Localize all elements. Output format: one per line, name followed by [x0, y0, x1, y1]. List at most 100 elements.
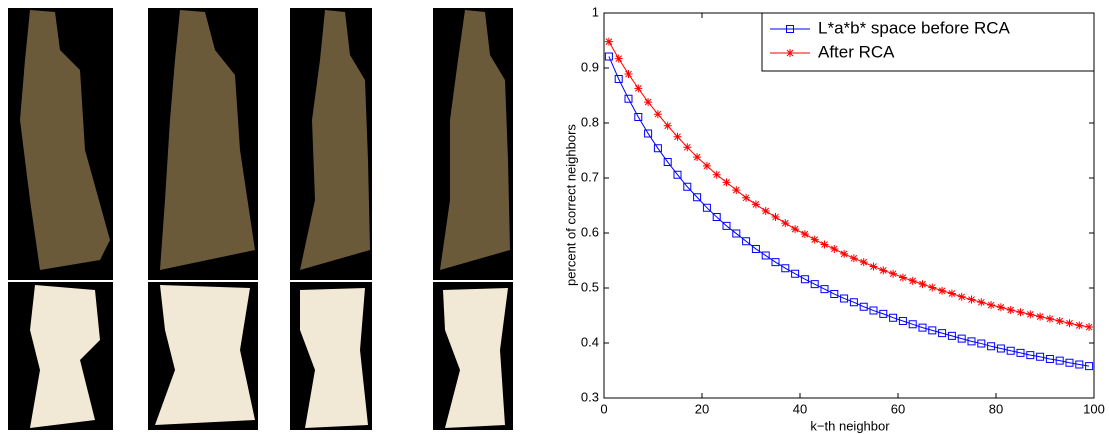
- marker: [928, 283, 937, 292]
- marker: [712, 170, 721, 179]
- marker: [663, 158, 672, 167]
- mask-shape: [30, 285, 100, 428]
- marker: [604, 52, 613, 61]
- marker: [1036, 352, 1045, 361]
- marker: [987, 342, 996, 351]
- marker: [908, 276, 917, 285]
- marker: [1006, 306, 1015, 314]
- person-shape: [440, 10, 510, 270]
- series-line: [608, 56, 1090, 367]
- y-tick-label: 0.3: [581, 389, 599, 404]
- marker: [702, 203, 711, 212]
- y-tick-label: 0.8: [581, 114, 599, 129]
- marker: [938, 286, 947, 295]
- marker: [810, 280, 819, 289]
- marker: [673, 132, 682, 141]
- x-tick-label: 40: [793, 401, 807, 416]
- marker: [644, 98, 653, 107]
- x-tick-label: 80: [989, 401, 1003, 416]
- legend-label: After RCA: [818, 42, 895, 61]
- marker: [879, 309, 888, 318]
- legend-label: L*a*b* space before RCA: [818, 18, 1011, 37]
- marker: [761, 251, 770, 260]
- marker: [1085, 323, 1094, 332]
- x-tick-label: 60: [891, 401, 905, 416]
- marker: [1075, 321, 1084, 330]
- person-shape: [300, 10, 370, 270]
- x-tick-label: 20: [695, 401, 709, 416]
- marker: [1065, 358, 1074, 367]
- marker: [908, 320, 917, 329]
- marker: [791, 269, 800, 278]
- marker: [898, 273, 907, 282]
- marker: [840, 294, 849, 303]
- marker: [849, 298, 858, 307]
- marker: [800, 230, 809, 239]
- person-shape: [20, 10, 110, 270]
- marker: [810, 235, 819, 244]
- marker: [869, 262, 878, 271]
- marker: [830, 244, 839, 253]
- y-tick-label: 1: [592, 4, 599, 19]
- marker: [761, 207, 770, 215]
- marker: [742, 193, 751, 202]
- marker: [977, 298, 986, 307]
- marker: [928, 326, 937, 335]
- marker: [1036, 312, 1045, 321]
- marker: [693, 193, 702, 202]
- legend-marker: [786, 49, 794, 57]
- marker: [830, 290, 839, 299]
- marker: [849, 254, 858, 263]
- x-axis-label: k−th neighbor: [810, 418, 890, 433]
- y-tick-label: 0.6: [581, 224, 599, 239]
- marker: [653, 144, 662, 153]
- y-tick-label: 0.9: [581, 59, 599, 74]
- legend-box: [761, 12, 1095, 72]
- marker: [771, 213, 780, 222]
- marker: [683, 143, 692, 152]
- y-tick-label: 0.7: [581, 169, 599, 184]
- x-tick-label: 100: [1083, 401, 1105, 416]
- marker: [683, 182, 692, 191]
- x-tick-label: 0: [600, 401, 607, 416]
- marker: [1055, 317, 1064, 325]
- marker: [1055, 356, 1064, 365]
- marker: [947, 289, 956, 298]
- marker: [634, 84, 643, 93]
- marker: [742, 237, 751, 246]
- person-shape: [160, 10, 255, 270]
- marker: [624, 70, 633, 79]
- marker: [604, 37, 613, 46]
- marker: [957, 334, 966, 343]
- marker: [869, 306, 878, 315]
- marker: [859, 258, 868, 267]
- marker: [957, 292, 966, 301]
- marker: [644, 129, 653, 138]
- marker: [1045, 314, 1054, 323]
- marker: [996, 344, 1005, 353]
- y-axis-label: percent of correct neighbors: [563, 124, 578, 286]
- marker: [859, 302, 868, 311]
- marker: [732, 229, 741, 238]
- marker: [918, 280, 927, 289]
- marker: [820, 240, 829, 249]
- marker: [653, 110, 662, 119]
- plot-area: [603, 12, 1095, 399]
- person-images: [8, 8, 513, 430]
- y-tick-label: 0.5: [581, 279, 599, 294]
- marker: [781, 264, 790, 273]
- mask-shape: [300, 288, 368, 428]
- marker: [634, 112, 643, 121]
- marker: [840, 249, 849, 258]
- mask-shape: [155, 285, 255, 425]
- marker: [751, 200, 760, 209]
- marker: [722, 178, 731, 187]
- marker: [987, 301, 996, 310]
- marker: [1006, 346, 1015, 355]
- marker: [702, 161, 711, 170]
- marker: [693, 153, 702, 162]
- marker: [967, 295, 976, 304]
- marker: [1026, 310, 1035, 319]
- marker: [722, 221, 731, 230]
